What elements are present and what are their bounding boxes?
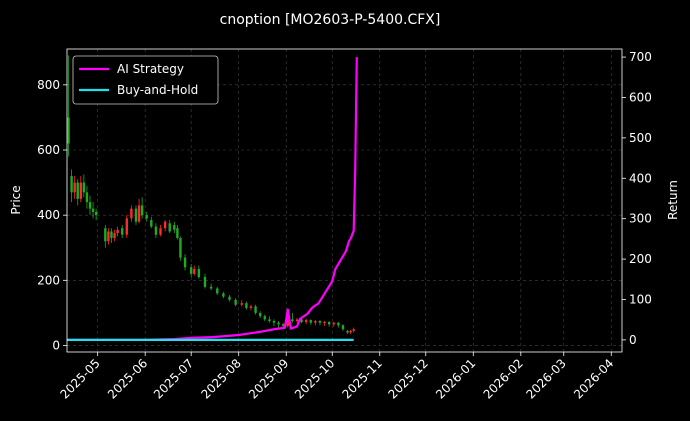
candle-body bbox=[341, 325, 345, 330]
candle-body bbox=[314, 321, 317, 323]
y-right-tick-label: 400 bbox=[629, 171, 652, 185]
candle-body bbox=[76, 182, 79, 199]
chart-title: cnoption [MO2603-P-5400.CFX] bbox=[220, 12, 441, 28]
candle-body bbox=[346, 330, 349, 333]
candle-body bbox=[318, 321, 322, 323]
candle-body bbox=[73, 182, 76, 193]
candle-body bbox=[286, 319, 289, 326]
candle-body bbox=[203, 277, 207, 287]
candle-body bbox=[295, 319, 299, 322]
candle-body bbox=[337, 322, 340, 326]
candle-body bbox=[234, 299, 237, 305]
candle-body bbox=[228, 296, 231, 300]
candle-body bbox=[277, 322, 280, 325]
y-axis-left-label: Price bbox=[9, 185, 23, 214]
candle-body bbox=[189, 267, 193, 274]
y-right-tick-label: 300 bbox=[629, 212, 652, 226]
candle-body bbox=[134, 208, 138, 222]
candle-body bbox=[304, 320, 308, 323]
candle-body bbox=[137, 205, 141, 222]
y-right-tick-label: 600 bbox=[629, 90, 652, 104]
candle-body bbox=[120, 228, 124, 235]
candle-body bbox=[168, 223, 171, 232]
legend-label-bh: Buy-and-Hold bbox=[117, 83, 198, 97]
candle-body bbox=[291, 319, 294, 322]
candle-body bbox=[268, 319, 271, 322]
y-left-tick-label: 200 bbox=[37, 273, 60, 287]
candle-body bbox=[67, 117, 70, 144]
candle-body bbox=[183, 257, 187, 268]
candle-body bbox=[173, 224, 176, 230]
candle-body bbox=[94, 211, 98, 216]
y-right-tick-label: 700 bbox=[629, 50, 652, 64]
return-lines bbox=[67, 57, 358, 341]
candle-body bbox=[79, 182, 82, 199]
legend-box bbox=[72, 55, 219, 105]
candle-body bbox=[240, 303, 243, 305]
y-axis-right-label: Return bbox=[666, 180, 680, 220]
candle-body bbox=[113, 233, 116, 238]
y-axis-left: 0 200 400 600 800 bbox=[37, 78, 67, 352]
candle-body bbox=[193, 268, 196, 274]
candle-body bbox=[85, 192, 89, 203]
candle-body bbox=[332, 322, 335, 325]
candle-body bbox=[91, 208, 95, 212]
y-left-tick-label: 0 bbox=[52, 338, 60, 352]
candle-body bbox=[263, 316, 266, 320]
candle-body bbox=[107, 231, 110, 242]
legend: AI Strategy Buy-and-Hold bbox=[72, 55, 219, 105]
candle-body bbox=[145, 215, 148, 219]
y-left-tick-label: 600 bbox=[37, 143, 60, 157]
candle-body bbox=[140, 205, 144, 216]
candle-body bbox=[300, 319, 303, 323]
y-right-tick-label: 500 bbox=[629, 131, 652, 145]
candle-body bbox=[327, 322, 331, 325]
candle-body bbox=[197, 268, 201, 278]
y-axis-right: 0 100 200 300 400 500 600 700 bbox=[622, 50, 652, 347]
grid-lines bbox=[67, 49, 622, 352]
candle-body bbox=[110, 231, 113, 238]
candle-body bbox=[104, 228, 107, 242]
candle-body bbox=[352, 329, 355, 331]
candle-body bbox=[245, 303, 248, 309]
candle-body bbox=[154, 226, 158, 235]
candle-body bbox=[163, 221, 167, 229]
plot-frame bbox=[66, 48, 623, 353]
candle-body bbox=[209, 286, 213, 289]
y-right-tick-label: 0 bbox=[629, 333, 637, 347]
candle-body bbox=[349, 330, 352, 333]
candle-body bbox=[272, 321, 276, 323]
candle-body bbox=[150, 220, 153, 227]
y-left-tick-label: 400 bbox=[37, 208, 60, 222]
candlestick-series bbox=[67, 55, 355, 335]
y-right-tick-label: 100 bbox=[629, 292, 652, 306]
y-right-tick-label: 200 bbox=[629, 252, 652, 266]
y-left-tick-label: 800 bbox=[37, 78, 60, 92]
ai-strategy-line bbox=[67, 57, 358, 341]
candle-body bbox=[254, 306, 257, 313]
candle-body bbox=[222, 293, 225, 297]
candle-body bbox=[130, 208, 133, 219]
candle-body bbox=[176, 228, 179, 238]
candle-body bbox=[309, 320, 312, 323]
candle-body bbox=[249, 306, 253, 309]
candle-body bbox=[323, 322, 326, 324]
candle-body bbox=[70, 176, 73, 193]
legend-label-ai: AI Strategy bbox=[117, 62, 184, 76]
candle-body bbox=[159, 228, 162, 235]
candle-body bbox=[258, 312, 262, 317]
candle-body bbox=[281, 324, 285, 326]
candle-body bbox=[116, 229, 119, 234]
candle-body bbox=[216, 288, 219, 294]
candle-body bbox=[179, 237, 182, 258]
candle-body bbox=[88, 202, 92, 209]
candle-body bbox=[82, 182, 86, 193]
candle-body bbox=[125, 218, 128, 235]
